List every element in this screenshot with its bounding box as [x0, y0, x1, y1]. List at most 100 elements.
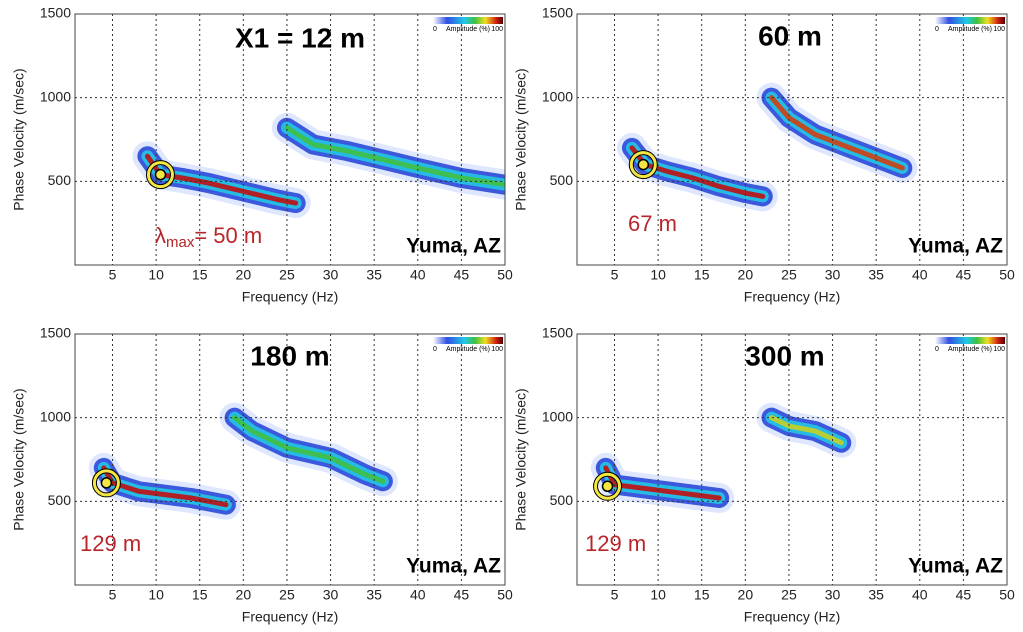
colorbar-min: 0 [433, 346, 437, 353]
wavelength-text: 129 m [80, 531, 141, 556]
x-tick-label: 40 [912, 587, 928, 603]
colorbar-max: 100 [491, 26, 503, 33]
x-tick-label: 45 [454, 587, 470, 603]
subscript: max [166, 234, 195, 251]
x-tick-label: 50 [497, 587, 513, 603]
x-tick-label: 50 [999, 587, 1015, 603]
plot-frame [74, 13, 506, 266]
dispersion-ridge [769, 415, 844, 446]
picked-point [594, 472, 622, 500]
x-tick-label: 40 [912, 267, 928, 283]
colorbar [433, 337, 503, 344]
energy [616, 82, 918, 212]
y-tick-label: 500 [550, 492, 574, 508]
location: Yuma, AZ [908, 555, 1003, 578]
x-tick-label: 5 [109, 587, 117, 603]
x-tick-label: 30 [825, 587, 841, 603]
x-tick-label: 20 [738, 587, 754, 603]
x-tick-label: 20 [236, 587, 252, 603]
panel: 5 10 15 20 25 30 35 40 45 50 500 1000 1500 0 Amplitude… [513, 5, 1015, 305]
x-tick-label: 10 [650, 267, 666, 283]
panel: 5 10 15 20 25 30 35 40 45 50 500 1000 1500 0 Amplitude… [11, 325, 513, 625]
y-tick-label: 1500 [542, 5, 573, 21]
x-tick-label: 30 [323, 587, 339, 603]
x-axis-label: Frequency (Hz) [242, 289, 338, 305]
colorbar [935, 337, 1005, 344]
picked-point [100, 477, 113, 489]
plot-area [577, 334, 1007, 585]
symbol: λ [155, 223, 166, 248]
y-tick-label: 1000 [542, 408, 573, 424]
x-tick-label: 50 [497, 267, 513, 283]
x-tick-label: 25 [279, 267, 295, 283]
colorbar-max: 100 [993, 26, 1005, 33]
y-tick-label: 500 [48, 172, 72, 188]
plot-frame [74, 333, 506, 586]
wavelength-label: 129 m [80, 531, 141, 556]
y-axis-label: Phase Velocity (m/sec) [513, 388, 529, 530]
x-tick-label: 5 [611, 587, 619, 603]
picked-point [92, 469, 120, 497]
wavelength-text: 67 m [628, 211, 677, 236]
y-tick-label: 1500 [542, 325, 573, 341]
dispersion-ridge [101, 465, 229, 508]
plot-frame [576, 13, 1008, 266]
x-axis-label: Frequency (Hz) [744, 289, 840, 305]
location: Yuma, AZ [406, 555, 501, 578]
energy [590, 402, 857, 513]
wavelength-text: 129 m [585, 531, 646, 556]
x-tick-label: 20 [738, 267, 754, 283]
colorbar-label: Amplitude (%) [446, 26, 490, 33]
x-tick-label: 35 [366, 267, 382, 283]
x-tick-label: 30 [323, 267, 339, 283]
x-tick-label: 5 [109, 267, 117, 283]
x-tick-label: 5 [611, 267, 619, 283]
x-tick-label: 15 [192, 267, 208, 283]
y-tick-label: 500 [48, 492, 72, 508]
x-tick-label: 25 [781, 267, 797, 283]
panel-title: 60 m [758, 20, 822, 51]
y-tick-label: 1000 [40, 88, 71, 104]
x-tick-label: 45 [956, 587, 972, 603]
energy [88, 402, 398, 520]
x-tick-label: 40 [410, 587, 426, 603]
location: Yuma, AZ [908, 235, 1003, 258]
plot-frame [576, 333, 1008, 586]
x-tick-label: 50 [999, 267, 1015, 283]
panel-title: X1 = 12 m [235, 22, 365, 53]
colorbar-label: Amplitude (%) [446, 346, 490, 353]
picked-point [146, 161, 174, 189]
y-tick-label: 1000 [40, 408, 71, 424]
x-axis-label: Frequency (Hz) [744, 609, 840, 625]
colorbar [433, 17, 503, 24]
x-tick-label: 15 [694, 587, 710, 603]
x-tick-label: 10 [650, 587, 666, 603]
x-tick-label: 35 [366, 587, 382, 603]
x-tick-label: 30 [825, 267, 841, 283]
y-tick-label: 1500 [40, 5, 71, 21]
dispersion-ridge [769, 95, 905, 171]
colorbar-min: 0 [935, 26, 939, 33]
panel: 5 10 15 20 25 30 35 40 45 50 500 1000 1500 0 Amplitude… [11, 5, 513, 305]
x-tick-label: 25 [781, 587, 797, 603]
panel: 5 10 15 20 25 30 35 40 45 50 500 1000 1500 0 Amplitude… [513, 325, 1015, 625]
x-tick-label: 10 [148, 587, 164, 603]
picked-point [154, 168, 167, 181]
colorbar-min: 0 [433, 26, 437, 33]
picked-point [601, 480, 614, 493]
x-tick-label: 25 [279, 587, 295, 603]
x-tick-label: 35 [868, 587, 884, 603]
colorbar-max: 100 [491, 346, 503, 353]
picked-point [629, 151, 657, 179]
colorbar-label: Amplitude (%) [948, 26, 992, 33]
x-tick-label: 10 [148, 267, 164, 283]
y-tick-label: 1500 [40, 325, 71, 341]
plot-area [577, 14, 1007, 265]
location: Yuma, AZ [406, 235, 501, 258]
x-tick-label: 45 [956, 267, 972, 283]
y-axis-label: Phase Velocity (m/sec) [11, 68, 27, 210]
colorbar-min: 0 [935, 346, 939, 353]
x-tick-label: 35 [868, 267, 884, 283]
x-tick-label: 15 [192, 587, 208, 603]
